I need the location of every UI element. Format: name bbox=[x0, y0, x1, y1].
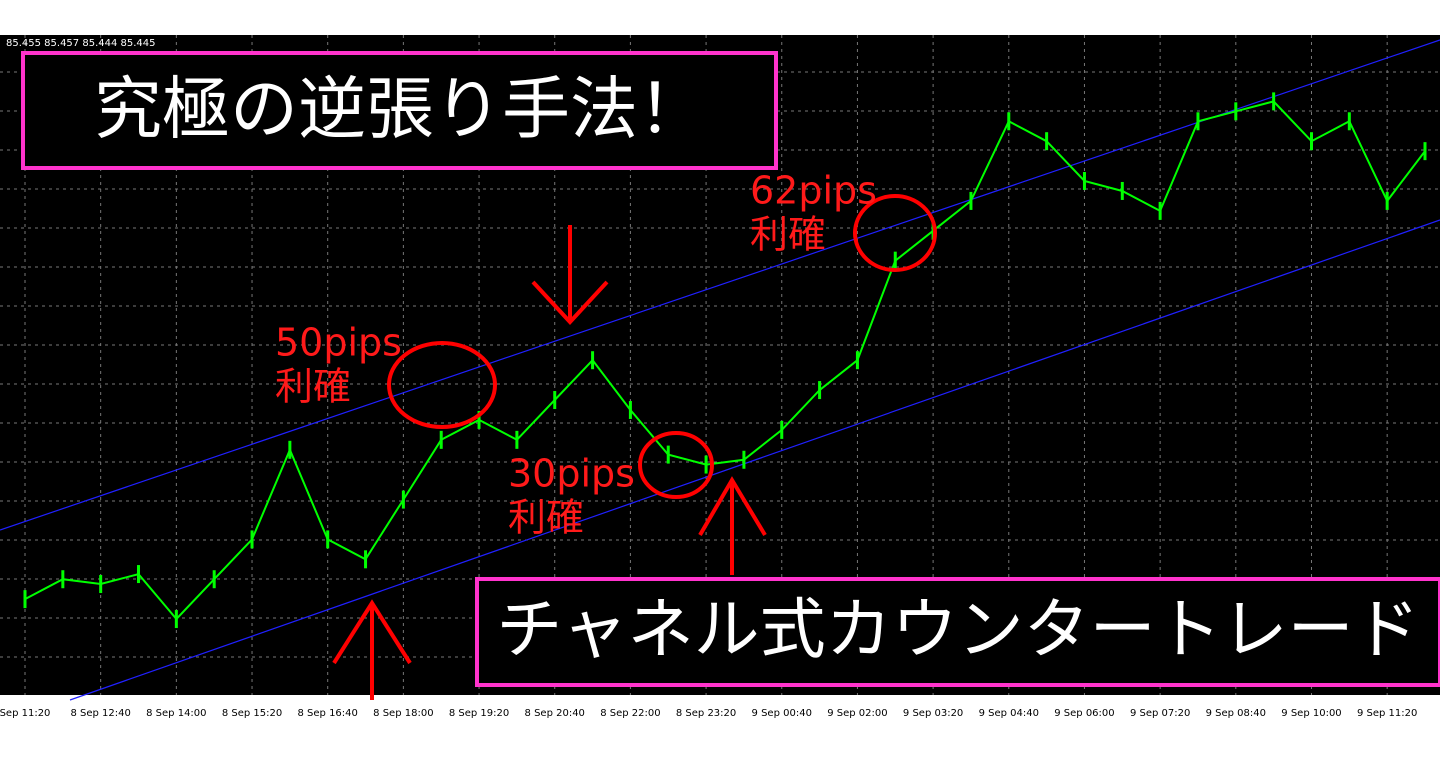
x-tick-label: 9 Sep 06:00 bbox=[1054, 708, 1114, 719]
annotation: 30pips bbox=[508, 452, 635, 496]
annotation: 利確 bbox=[508, 496, 584, 540]
channel-lower bbox=[69, 219, 1440, 701]
x-tick-label: 9 Sep 07:20 bbox=[1130, 708, 1190, 719]
ohlc-header: 85.455 85.457 85.444 85.445 bbox=[6, 38, 156, 49]
x-tick-label: 8 Sep 14:00 bbox=[146, 708, 206, 719]
x-tick-label: 9 Sep 08:40 bbox=[1206, 708, 1266, 719]
price-line bbox=[24, 100, 1426, 621]
x-tick-label: 9 Sep 03:20 bbox=[903, 708, 963, 719]
x-tick-label: 9 Sep 02:00 bbox=[827, 708, 887, 719]
subtitle-box bbox=[475, 577, 1440, 687]
x-tick-label: 8 Sep 20:40 bbox=[525, 708, 585, 719]
x-tick-label: Sep 11:20 bbox=[0, 708, 50, 719]
chart-title: 究極の逆張り手法！ bbox=[94, 71, 706, 150]
x-tick-label: 9 Sep 11:20 bbox=[1357, 708, 1417, 719]
title-box bbox=[21, 51, 778, 170]
x-tick-label: 8 Sep 19:20 bbox=[449, 708, 509, 719]
x-tick-label: 8 Sep 15:20 bbox=[222, 708, 282, 719]
annotation: 利確 bbox=[750, 213, 826, 257]
x-tick-label: 9 Sep 10:00 bbox=[1281, 708, 1341, 719]
annotation: 50pips bbox=[275, 321, 402, 365]
x-tick-label: 9 Sep 00:40 bbox=[752, 708, 812, 719]
x-tick-label: 8 Sep 16:40 bbox=[298, 708, 358, 719]
x-tick-label: 8 Sep 23:20 bbox=[676, 708, 736, 719]
x-tick-label: 8 Sep 12:40 bbox=[70, 708, 130, 719]
x-tick-label: 8 Sep 22:00 bbox=[600, 708, 660, 719]
chart-subtitle: チャネル式カウンタートレード bbox=[496, 591, 1419, 668]
annotation: 62pips bbox=[750, 169, 877, 213]
x-tick-label: 9 Sep 04:40 bbox=[979, 708, 1039, 719]
annotation: 利確 bbox=[275, 365, 351, 409]
x-tick-label: 8 Sep 18:00 bbox=[373, 708, 433, 719]
markers bbox=[332, 194, 937, 700]
